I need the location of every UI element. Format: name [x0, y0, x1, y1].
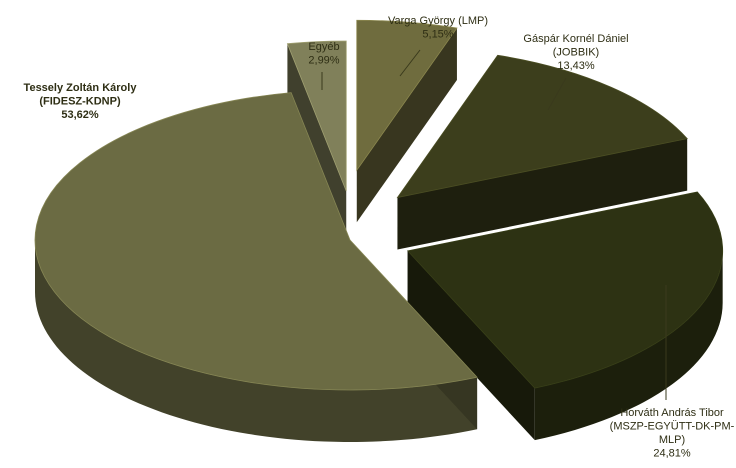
- slice-name-label: Tessely Zoltán Károly: [24, 82, 138, 94]
- slice-label: Egyéb 2,99%: [308, 41, 339, 67]
- leader-line: [399, 49, 421, 77]
- slice-name-label: Gáspár Kornél Dániel: [523, 33, 628, 45]
- pie-slice-side: [356, 28, 457, 223]
- pie-slice: [396, 54, 688, 199]
- slice-name-label: (MSZP-EGYÜTT-DK-PM-: [610, 421, 735, 433]
- slice-name-label: Horváth András Tibor: [620, 407, 724, 419]
- slice-name-label: Egyéb: [308, 41, 339, 53]
- slice-name-label: Varga György (LMP): [388, 15, 488, 27]
- slice-label: Horváth András Tibor (MSZP-EGYÜTT-DK-PM-M…: [610, 407, 735, 460]
- leader-line: [547, 77, 567, 111]
- pie-slice: [356, 19, 458, 172]
- slice-name-label: (JOBBIK): [553, 47, 599, 59]
- slice-value-label: 2,99%: [308, 55, 339, 67]
- pie-slice-wall: [35, 240, 478, 442]
- slice-name-label: (FIDESZ-KDNP): [39, 96, 121, 108]
- slice-label: Gáspár Kornél Dániel (JOBBIK) 13,43%: [523, 33, 628, 72]
- slice-value-label: 53,62%: [61, 109, 99, 121]
- pie-slice-face: [407, 250, 535, 441]
- slice-name-label: MLP): [659, 434, 685, 446]
- pie-slice: [34, 92, 478, 391]
- pie-slice: [286, 40, 347, 192]
- slice-value-label: 24,81%: [653, 448, 691, 460]
- pie-slice: [406, 191, 724, 389]
- slice-value-label: 13,43%: [557, 60, 595, 72]
- slice-label: Tessely Zoltán Károly (FIDESZ-KDNP) 53,62%: [24, 82, 138, 121]
- pie-slice-face: [356, 28, 457, 223]
- pie-slice-wall: [534, 250, 723, 441]
- pie-slice-face: [397, 138, 688, 250]
- slice-value-label: 5,15%: [422, 29, 453, 41]
- slice-label: Varga György (LMP) 5,15%: [388, 15, 488, 41]
